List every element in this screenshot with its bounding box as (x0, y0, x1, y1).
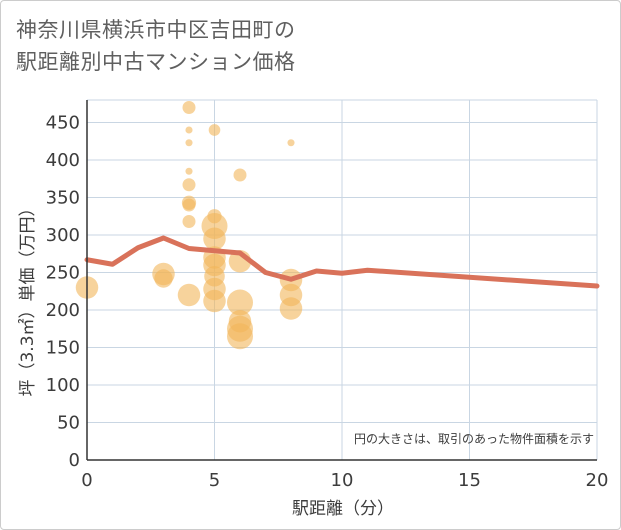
bubble-point (227, 323, 253, 350)
bubble-point (185, 126, 193, 134)
x-tick-label: 10 (331, 470, 354, 491)
bubble-point (182, 178, 196, 192)
bubble-size-note: 円の大きさは、取引のあった物件面積を示す (354, 431, 594, 446)
y-tick-label: 300 (46, 225, 80, 246)
chart-title-line-1: 神奈川県横浜市中区吉田町の (16, 18, 296, 42)
bubble-point (182, 198, 196, 212)
y-tick-label: 400 (46, 150, 80, 171)
y-tick-label: 200 (46, 300, 80, 321)
bubble-point (203, 289, 226, 313)
bubble-point (287, 139, 295, 147)
x-axis-title: 駅距離（分） (292, 499, 394, 519)
bubble-point (233, 168, 247, 182)
y-tick-label: 350 (46, 188, 80, 209)
bubble-point (208, 124, 221, 136)
bubble-series (75, 101, 303, 350)
bubble-point (182, 215, 196, 228)
bubble-point (177, 283, 201, 307)
y-tick-label: 150 (46, 338, 80, 359)
y-tick-label: 100 (46, 375, 80, 396)
y-tick-label: 50 (57, 413, 80, 434)
x-tick-label: 15 (458, 470, 481, 491)
x-tick-label: 20 (586, 470, 609, 491)
average-price-line (84, 235, 600, 289)
chart-title-line-2: 駅距離別中古マンション価格 (16, 50, 296, 74)
y-tick-label: 450 (46, 113, 80, 134)
bubble-point (279, 297, 303, 320)
axes: 0 50 100 150 200 250 300 350 400 450 0 5 10 15 20 (46, 100, 609, 491)
x-tick-label: 5 (209, 470, 220, 491)
bubble-point (154, 269, 173, 288)
y-tick-label: 0 (69, 450, 80, 471)
x-tick-label: 0 (81, 470, 92, 491)
chart-title: 神奈川県横浜市中区吉田町の 駅距離別中古マンション価格 (16, 14, 296, 78)
bubble-point (185, 139, 193, 147)
bubble-point (227, 289, 253, 316)
average-line-series (84, 235, 600, 289)
y-axis-title: 坪（3.3㎡）単価（万円） (18, 199, 38, 396)
y-tick-label: 250 (46, 263, 80, 284)
bubble-point (203, 227, 226, 251)
bubble-point (182, 101, 196, 114)
bubble-point (185, 167, 193, 175)
